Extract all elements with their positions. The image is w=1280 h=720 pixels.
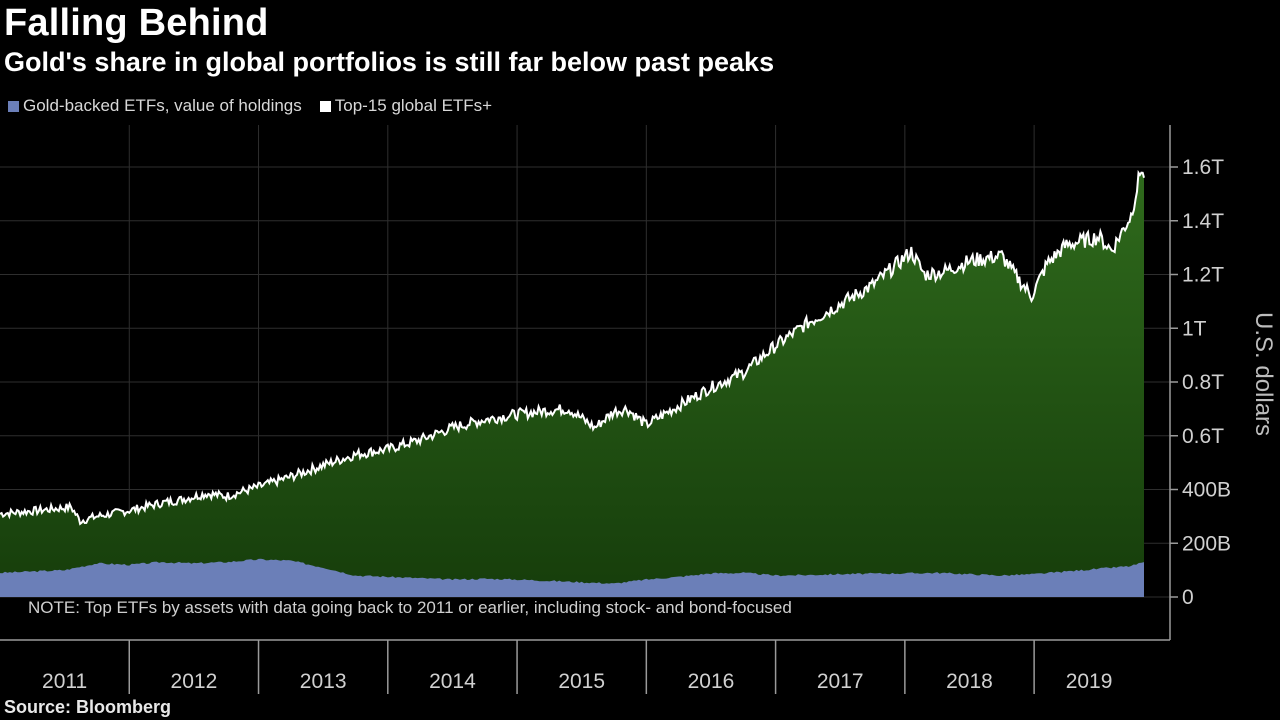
y-tick-label: 200B: [1182, 532, 1231, 555]
legend-item-top15: Top-15 global ETFs+: [319, 96, 493, 116]
series-layer: [0, 169, 1145, 597]
y-tick-label: 0: [1182, 586, 1194, 609]
legend-swatch-top15: [319, 100, 331, 112]
axes: 0 200B 400B 0.6T 0.8T 1T 1.2T 1.4T 1.6T 2011 2012 2…: [0, 125, 1231, 694]
x-tick-label: 2015: [558, 670, 605, 693]
y-tick-label: 1.6T: [1182, 156, 1224, 179]
y-tick-label: 400B: [1182, 479, 1231, 502]
legend-item-gold: Gold-backed ETFs, value of holdings: [8, 96, 302, 116]
y-tick-label: 1.2T: [1182, 264, 1224, 287]
gold-area: [0, 558, 1144, 597]
y-axis-label: U.S. dollars: [1250, 312, 1277, 436]
y-tick-label: 0.8T: [1182, 371, 1224, 394]
source-credit: Source: Bloomberg: [4, 697, 172, 717]
x-tick-label: 2014: [429, 670, 476, 693]
x-tick-label: 2019: [1066, 670, 1113, 693]
x-tick-label: 2012: [171, 670, 218, 693]
chart-subtitle: Gold's share in global portfolios is sti…: [4, 47, 775, 77]
x-tick-label: 2018: [946, 670, 993, 693]
x-tick-label: 2016: [688, 670, 735, 693]
x-tick-label: 2013: [300, 670, 347, 693]
legend-label-gold: Gold-backed ETFs, value of holdings: [23, 96, 302, 115]
top15-line: [0, 169, 1145, 526]
x-tick-label: 2011: [42, 670, 87, 693]
chart-title: Falling Behind: [4, 2, 269, 44]
y-tick-label: 1T: [1182, 317, 1207, 340]
y-tick-label: 1.4T: [1182, 210, 1224, 233]
legend-swatch-gold: [8, 100, 19, 112]
x-tick-label: 2017: [817, 670, 864, 693]
legend: Gold-backed ETFs, value of holdings Top-…: [8, 96, 492, 116]
y-tick-label: 0.6T: [1182, 425, 1224, 448]
legend-label-top15: Top-15 global ETFs+: [334, 96, 493, 115]
top15-area: [0, 172, 1144, 597]
chart-note: NOTE: Top ETFs by assets with data going…: [28, 598, 792, 617]
